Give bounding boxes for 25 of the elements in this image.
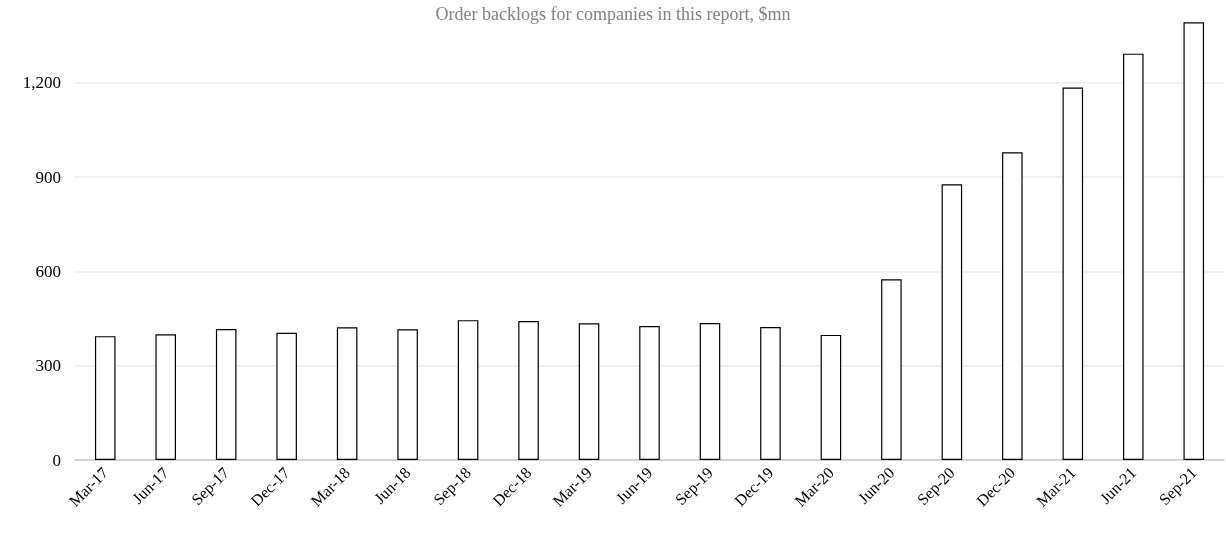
bar — [881, 279, 902, 460]
bar — [699, 322, 721, 460]
bar — [94, 336, 116, 460]
y-tick-label: 1,200 — [22, 73, 61, 93]
chart-title: Order backlogs for companies in this report, $mn — [435, 4, 791, 24]
bar — [1123, 53, 1144, 460]
bar — [1002, 152, 1023, 460]
bar — [336, 327, 358, 460]
bar — [457, 320, 479, 460]
bar — [276, 332, 297, 460]
y-tick-label: 0 — [52, 450, 61, 470]
bar — [760, 327, 781, 460]
bar — [1183, 22, 1205, 460]
bar — [215, 328, 237, 460]
bar — [639, 326, 660, 460]
y-tick-label: 900 — [35, 167, 61, 187]
bar — [155, 334, 176, 460]
bar — [578, 323, 600, 460]
bar — [1062, 87, 1084, 460]
y-tick-label: 600 — [35, 261, 61, 281]
bar — [518, 321, 539, 460]
y-tick-label: 300 — [35, 356, 61, 376]
bar — [397, 329, 418, 460]
bar — [941, 184, 963, 460]
bar — [820, 334, 842, 460]
